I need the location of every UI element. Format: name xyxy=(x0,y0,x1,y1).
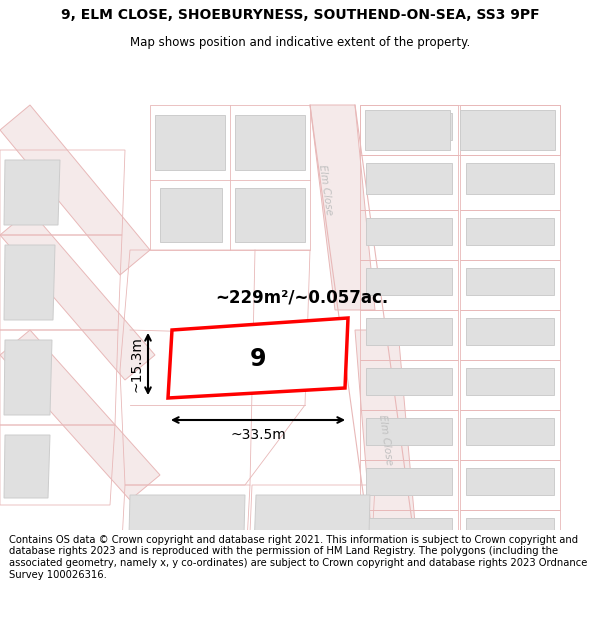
Text: ~33.5m: ~33.5m xyxy=(230,428,286,442)
Polygon shape xyxy=(365,110,450,150)
Polygon shape xyxy=(253,495,370,575)
Polygon shape xyxy=(4,435,50,498)
Polygon shape xyxy=(366,163,452,194)
Polygon shape xyxy=(366,112,452,140)
Polygon shape xyxy=(235,188,305,242)
Polygon shape xyxy=(4,160,60,225)
Polygon shape xyxy=(168,318,348,398)
Polygon shape xyxy=(4,245,55,320)
Polygon shape xyxy=(466,217,554,245)
Polygon shape xyxy=(4,340,52,415)
Polygon shape xyxy=(466,468,554,495)
Polygon shape xyxy=(466,318,554,345)
Polygon shape xyxy=(235,115,305,170)
Text: Contains OS data © Crown copyright and database right 2021. This information is : Contains OS data © Crown copyright and d… xyxy=(9,535,587,579)
Polygon shape xyxy=(0,210,155,380)
Text: Elm Close: Elm Close xyxy=(377,414,395,466)
Polygon shape xyxy=(466,418,554,445)
Polygon shape xyxy=(355,330,420,580)
Polygon shape xyxy=(366,217,452,245)
Polygon shape xyxy=(466,368,554,395)
Polygon shape xyxy=(366,318,452,345)
Polygon shape xyxy=(466,268,554,295)
Polygon shape xyxy=(160,188,222,242)
Polygon shape xyxy=(366,418,452,445)
Polygon shape xyxy=(155,115,225,170)
Polygon shape xyxy=(366,268,452,295)
Polygon shape xyxy=(466,163,554,194)
Polygon shape xyxy=(366,468,452,495)
Polygon shape xyxy=(0,105,150,275)
Polygon shape xyxy=(310,105,375,310)
Text: Elm Close: Elm Close xyxy=(317,164,335,216)
Polygon shape xyxy=(366,368,452,395)
Text: 9: 9 xyxy=(250,346,266,371)
Text: 9, ELM CLOSE, SHOEBURYNESS, SOUTHEND-ON-SEA, SS3 9PF: 9, ELM CLOSE, SHOEBURYNESS, SOUTHEND-ON-… xyxy=(61,8,539,22)
Text: ~229m²/~0.057ac.: ~229m²/~0.057ac. xyxy=(215,289,388,307)
Text: Map shows position and indicative extent of the property.: Map shows position and indicative extent… xyxy=(130,36,470,49)
Polygon shape xyxy=(466,112,554,140)
Polygon shape xyxy=(366,518,452,545)
Text: ~15.3m: ~15.3m xyxy=(129,336,143,392)
Polygon shape xyxy=(0,330,160,500)
Polygon shape xyxy=(466,518,554,545)
Polygon shape xyxy=(128,495,245,575)
Polygon shape xyxy=(460,110,555,150)
